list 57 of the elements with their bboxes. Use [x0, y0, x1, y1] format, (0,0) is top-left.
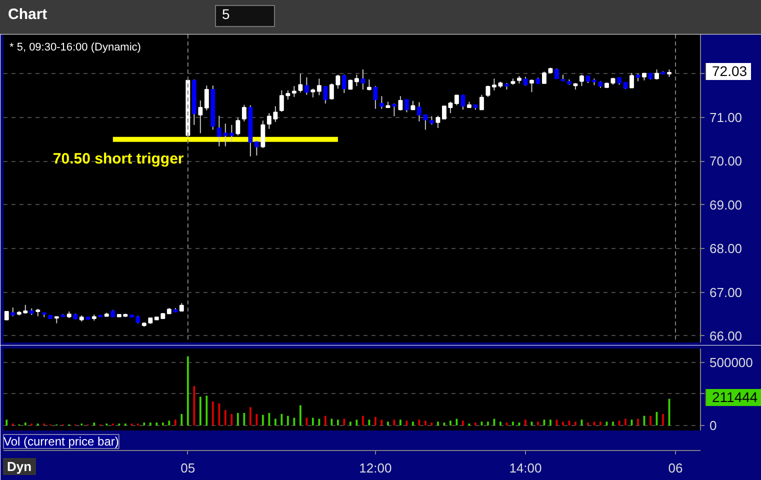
candlestick: [554, 68, 559, 80]
candlestick: [416, 102, 422, 122]
y-tick-label: 67.00: [710, 284, 742, 300]
candlestick: [316, 78, 322, 96]
x-tick-label: 05: [180, 460, 196, 476]
text: 72.03: [705, 63, 752, 80]
candlestick: [254, 139, 259, 156]
y-tick-label: 500000: [710, 354, 753, 370]
candlestick: [423, 114, 428, 130]
y-tick-label: 0: [710, 418, 717, 433]
y-tick-label: 71.00: [710, 110, 742, 126]
candlestick: [436, 115, 440, 128]
candlestick: [292, 86, 296, 98]
candlestick: [4, 310, 9, 321]
candlestick: [654, 68, 659, 80]
x-tick-label: 06: [668, 460, 683, 476]
x-tick-label: 14:00: [509, 460, 542, 476]
candlestick: [373, 86, 378, 110]
candlestick: [279, 90, 284, 112]
text: 211444: [705, 389, 761, 406]
y-tick-label: 68.00: [710, 241, 742, 256]
candlestick: [298, 73, 303, 94]
candlestick: [242, 104, 246, 122]
candlestick: [392, 103, 396, 117]
candlestick: [404, 99, 409, 113]
text: Chart: [8, 6, 48, 23]
candlestick: [323, 86, 328, 104]
candlestick: [354, 74, 359, 87]
candlestick: [542, 71, 546, 84]
text: Dyn: [3, 458, 36, 475]
y-tick-label: 70.00: [710, 154, 742, 169]
candlestick: [379, 96, 384, 110]
candlestick: [286, 90, 290, 100]
candlestick: [460, 94, 466, 110]
candlestick: [630, 72, 634, 88]
y-tick-label: 66.00: [710, 328, 742, 344]
candlestick: [398, 96, 403, 112]
x-tick-label: 12:00: [359, 460, 392, 476]
series-label: 70.50 short trigger: [52, 150, 184, 168]
text: * 5, 09:30-16:00 (Dynamic): [10, 42, 141, 54]
candlestick: [580, 74, 584, 87]
candlestick: [360, 68, 366, 90]
candlestick: [304, 76, 309, 96]
candlestick: [366, 79, 372, 91]
candlestick: [342, 74, 346, 94]
candlestick: [530, 79, 534, 93]
candlestick: [479, 94, 484, 110]
candlestick: [260, 120, 266, 149]
candlestick: [454, 94, 459, 106]
candlestick: [229, 124, 234, 142]
text: Vol (current price bar): [4, 434, 119, 448]
candlestick: [198, 100, 203, 134]
candlestick: [204, 85, 209, 112]
text: 5: [215, 5, 275, 27]
candlestick: [236, 117, 240, 136]
y-tick-label: 69.00: [710, 197, 742, 212]
candlestick: [486, 85, 490, 98]
